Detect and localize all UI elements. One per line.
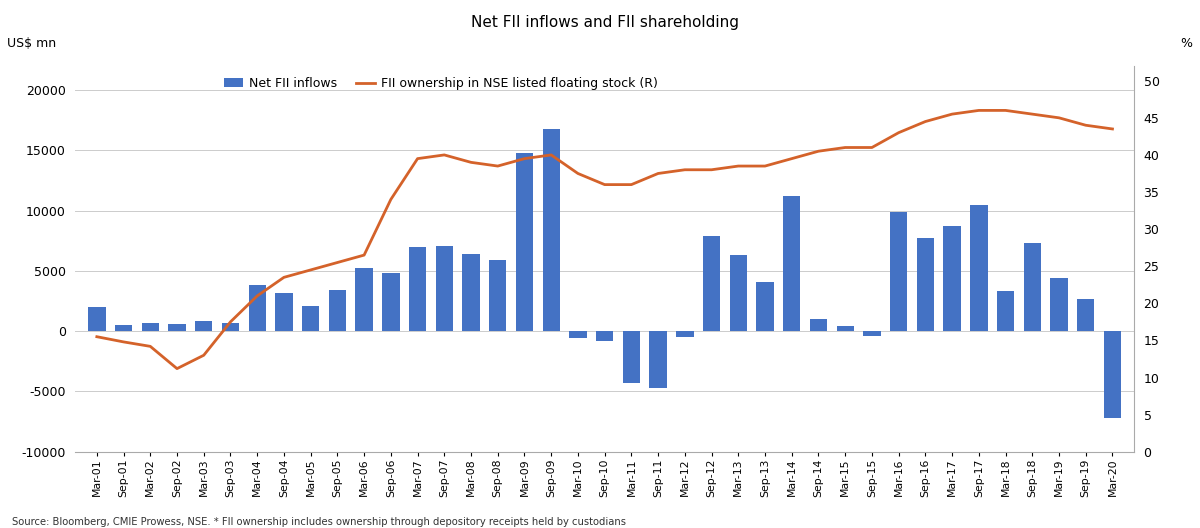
Text: %: %: [1180, 37, 1192, 51]
Bar: [623, 331, 640, 383]
Text: US$ mn: US$ mn: [7, 37, 55, 51]
Bar: [275, 293, 293, 331]
Bar: [248, 285, 266, 331]
Bar: [115, 325, 132, 331]
Text: Source: Bloomberg, CMIE Prowess, NSE. * FII ownership includes ownership through: Source: Bloomberg, CMIE Prowess, NSE. * …: [12, 517, 626, 527]
Bar: [997, 291, 1014, 331]
Bar: [970, 204, 988, 331]
Bar: [382, 274, 400, 331]
Bar: [943, 227, 961, 331]
Bar: [302, 306, 319, 331]
Legend: Net FII inflows, FII ownership in NSE listed floating stock (R): Net FII inflows, FII ownership in NSE li…: [220, 72, 664, 95]
Bar: [917, 238, 934, 331]
Bar: [355, 268, 373, 331]
Bar: [436, 246, 452, 331]
Bar: [142, 323, 158, 331]
Bar: [516, 153, 533, 331]
Bar: [168, 324, 186, 331]
Bar: [1104, 331, 1121, 418]
Bar: [1050, 278, 1068, 331]
Bar: [462, 254, 480, 331]
Bar: [196, 322, 212, 331]
Bar: [88, 307, 106, 331]
Bar: [863, 331, 881, 336]
Bar: [596, 331, 613, 341]
Bar: [569, 331, 587, 338]
Bar: [490, 260, 506, 331]
Bar: [409, 247, 426, 331]
Title: Net FII inflows and FII shareholding: Net FII inflows and FII shareholding: [470, 15, 739, 30]
Bar: [730, 255, 746, 331]
Bar: [649, 331, 667, 388]
Bar: [890, 212, 907, 331]
Bar: [756, 282, 774, 331]
Bar: [1024, 243, 1040, 331]
Bar: [784, 196, 800, 331]
Bar: [1078, 299, 1094, 331]
Bar: [810, 319, 827, 331]
Bar: [703, 236, 720, 331]
Bar: [676, 331, 694, 337]
Bar: [542, 129, 560, 331]
Bar: [329, 290, 346, 331]
Bar: [836, 326, 854, 331]
Bar: [222, 323, 239, 331]
